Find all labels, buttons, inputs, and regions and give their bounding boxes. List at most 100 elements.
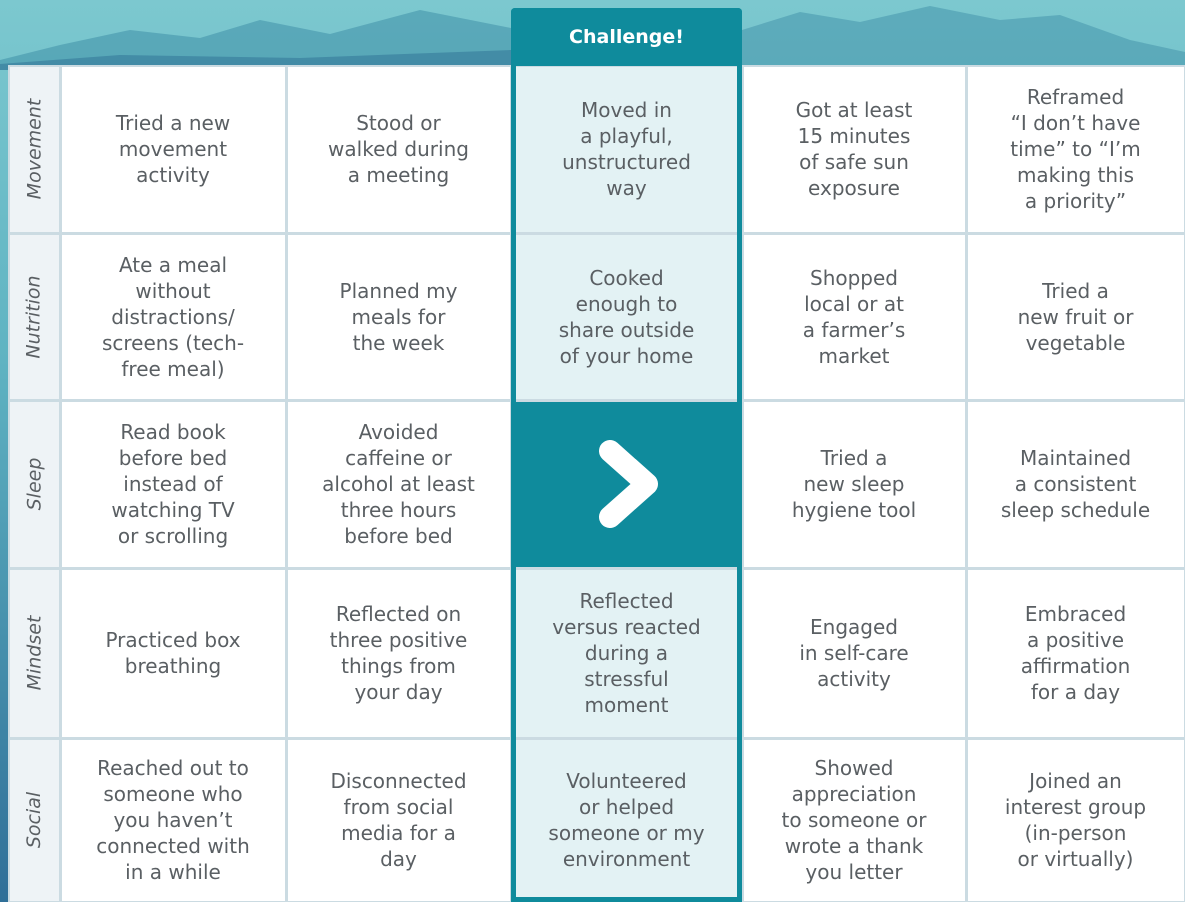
bingo-cell: Planned my meals for the week: [287, 234, 510, 399]
row-label-text: Sleep: [23, 457, 45, 511]
cell-line: Maintained: [1019, 446, 1132, 470]
cell-line: a priority”: [1024, 189, 1127, 213]
row-label-text: Mindset: [23, 615, 45, 691]
cell-line: (in-person: [1024, 821, 1127, 845]
row-label-text: Nutrition: [23, 274, 46, 359]
cell-line: during a: [584, 641, 669, 665]
cell-line: a consistent: [1014, 472, 1137, 496]
cell-line: movement: [118, 137, 228, 161]
cell-line: interest group: [1004, 795, 1147, 819]
cell-line: a meeting: [347, 163, 450, 187]
cell-line: before bed: [118, 446, 228, 470]
bingo-cell: Reflected on three positive things from you…: [287, 569, 510, 737]
bingo-cell: Reached out to someone who you haven’t conn…: [61, 739, 285, 901]
cell-line: 15 minutes: [797, 124, 911, 148]
cell-line: stressful: [584, 667, 669, 691]
bingo-cell: Maintained a consistent sleep schedule: [967, 401, 1184, 567]
cell-line: you haven’t: [113, 808, 233, 832]
bingo-cell: Showed appreciation to someone or wrote a t…: [743, 739, 965, 901]
cell-line: Stood or: [356, 111, 441, 135]
cell-line: hygiene tool: [791, 498, 917, 522]
cell-line: Avoided: [358, 420, 439, 444]
cell-line: a positive: [1026, 628, 1125, 652]
cell-line: or scrolling: [117, 524, 229, 548]
cell-line: Planned my: [339, 278, 458, 303]
cell-line: Engaged: [810, 615, 898, 639]
cell-line: Read book: [120, 420, 226, 444]
row-label: Movement: [9, 66, 59, 232]
bingo-cell: Tried a new fruit or vegetable: [967, 234, 1184, 399]
cell-line: meals for: [351, 304, 446, 329]
cell-line: of safe sun: [799, 150, 909, 174]
bingo-cell: Shopped local or at a farmer’s market: [743, 234, 965, 399]
bingo-cell: Avoided caffeine or alcohol at least three …: [287, 401, 510, 567]
cell-line: exposure: [808, 176, 900, 200]
cell-line: Shopped: [810, 265, 898, 290]
cell-line: activity: [817, 667, 891, 691]
cell-line: Joined an: [1029, 769, 1122, 793]
cell-line: instead of: [123, 472, 223, 496]
cell-line: or helped: [578, 795, 675, 819]
cell-line: Reached out to: [97, 756, 249, 780]
bingo-cell: Tried a new sleep hygiene tool: [743, 401, 965, 567]
bingo-cell: Joined an interest group (in-person or virt…: [967, 739, 1184, 901]
cell-line: Showed: [814, 756, 894, 780]
cell-line: a farmer’s: [802, 317, 906, 342]
cell-line: or virtually): [1017, 847, 1134, 871]
row-label: Mindset: [9, 569, 59, 737]
bingo-cell: Tried a new movement activity: [61, 66, 285, 232]
cell-line: activity: [136, 163, 210, 187]
cell-line: Reflected: [579, 589, 674, 613]
cell-line: environment: [562, 847, 691, 871]
bingo-cell: Embraced a positive affirmation for a day: [967, 569, 1184, 737]
row-label: Social: [9, 739, 59, 901]
row-label-text: Movement: [23, 98, 46, 200]
challenge-header: Challenge!: [511, 8, 742, 66]
cell-line: things from: [341, 654, 456, 678]
cell-line: screens (tech-: [101, 330, 245, 355]
cell-line: you letter: [805, 860, 903, 884]
cell-line: wrote a thank: [784, 834, 924, 858]
cell-line: Cooked: [589, 265, 664, 290]
bingo-cell: Disconnected from social media for a day: [287, 739, 510, 901]
cell-line: Practiced box: [105, 628, 241, 652]
cell-line: for a day: [1030, 680, 1121, 704]
row-label-text: Social: [23, 791, 45, 849]
cell-line: share outside: [558, 317, 695, 342]
row-label: Nutrition: [9, 234, 59, 399]
cell-line: versus reacted: [552, 615, 701, 639]
cell-line: media for a: [341, 821, 456, 845]
cell-line: from social: [343, 795, 454, 819]
bingo-cell: Read book before bed instead of watching TV…: [61, 401, 285, 567]
cell-line: someone who: [103, 782, 243, 806]
cell-line: time” to “I’m: [1010, 137, 1141, 161]
cell-line: making this: [1016, 163, 1135, 187]
cell-line: enough to: [575, 291, 678, 316]
cell-line: Tried a new: [115, 111, 231, 135]
cell-line: in self-care: [799, 641, 909, 665]
bingo-cell: Volunteered or helped someone or my environ…: [512, 739, 741, 901]
bingo-cell: Reflected versus reacted during a stressful…: [512, 569, 741, 737]
cell-line: three hours: [340, 498, 457, 522]
cell-line: appreciation: [791, 782, 917, 806]
bingo-cell: Moved in a playful, unstructured way: [512, 66, 741, 232]
cell-line: Disconnected: [330, 769, 467, 793]
cell-line: way: [606, 176, 647, 200]
cell-line: a playful,: [580, 124, 673, 148]
cell-line: Embraced: [1024, 602, 1127, 626]
cell-line: Tried a: [1042, 278, 1109, 303]
cell-line: Reflected on: [335, 602, 462, 626]
cell-line: sleep schedule: [1000, 498, 1151, 522]
cell-line: vegetable: [1025, 330, 1126, 355]
cell-line: your day: [354, 680, 443, 704]
bingo-cell: Ate a meal without distractions/screens (t…: [61, 234, 285, 399]
bingo-cell: Practiced box breathing: [61, 569, 285, 737]
challenge-arrow-cell: [512, 401, 741, 567]
cell-line: Volunteered: [566, 769, 687, 793]
cell-line: before bed: [344, 524, 453, 548]
cell-line: new fruit or: [1017, 304, 1134, 329]
cell-line: Reframed: [1026, 85, 1125, 109]
cell-line: affirmation: [1020, 654, 1131, 678]
cell-line: in a while: [125, 860, 221, 884]
